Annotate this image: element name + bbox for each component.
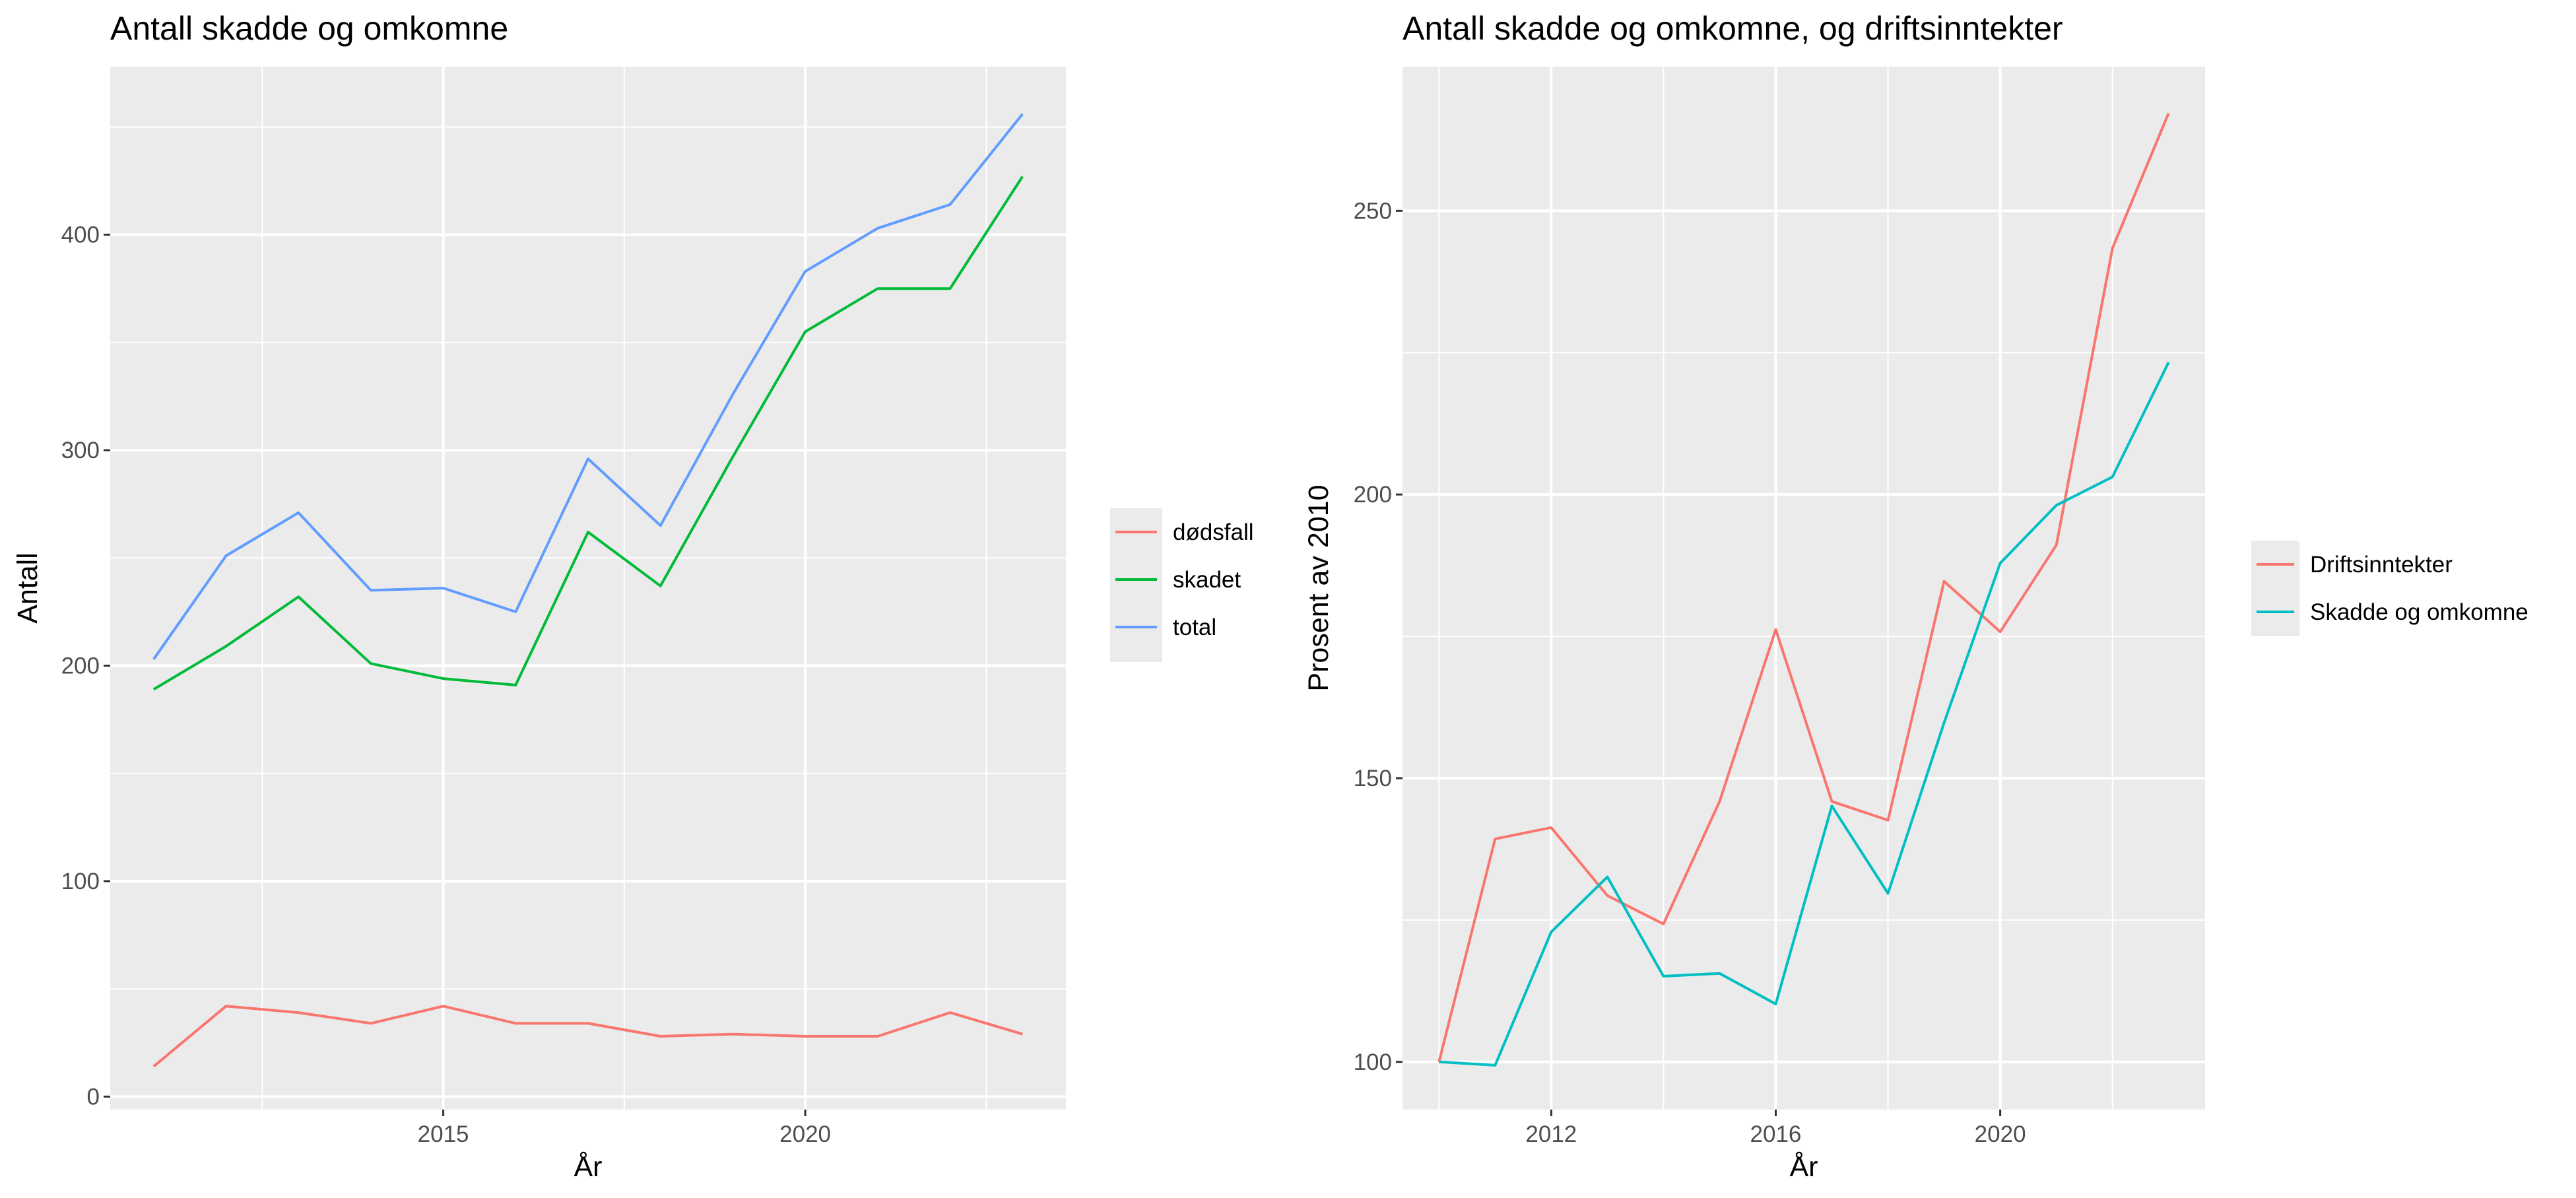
series-line-d-dsfall bbox=[152, 1005, 1023, 1068]
y-axis-title: Prosent av 2010 bbox=[1303, 484, 1335, 691]
minor-gridlines bbox=[110, 67, 1066, 1110]
legend-key-background bbox=[1110, 508, 1162, 662]
plot-panel bbox=[1403, 67, 2205, 1110]
minor-gridlines bbox=[1403, 67, 2205, 1110]
series-line-skadet bbox=[152, 176, 1024, 691]
y-tick-label: 100 bbox=[61, 869, 100, 894]
x-tick-label: 2020 bbox=[1975, 1121, 2026, 1147]
x-axis-ticks: 2015 2020 bbox=[418, 1110, 831, 1147]
series-line-skadde-og-omkomne bbox=[1439, 362, 2170, 1067]
y-axis-ticks: 100 150 200 250 bbox=[1354, 198, 1403, 1075]
chart-injuries-revenue-index: Antall skadde og omkomne, og driftsinnte… bbox=[1303, 10, 2528, 1183]
series-line-driftsinntekter bbox=[1437, 112, 2170, 1063]
legend-key-background bbox=[2251, 541, 2299, 636]
x-tick-label: 2012 bbox=[1525, 1121, 1577, 1147]
legend-label-total: total bbox=[1173, 615, 1216, 640]
x-tick-label: 2020 bbox=[779, 1121, 831, 1147]
x-axis-ticks: 2012 2016 2020 bbox=[1525, 1110, 2026, 1147]
y-axis-ticks: 0 100 200 300 400 bbox=[61, 222, 110, 1110]
y-tick-label: 0 bbox=[87, 1084, 100, 1110]
series-line-total bbox=[152, 113, 1024, 660]
series-lines bbox=[152, 113, 1024, 1068]
y-tick-label: 200 bbox=[61, 653, 100, 679]
major-gridlines bbox=[1403, 67, 2205, 1110]
plot-panel bbox=[110, 67, 1066, 1110]
series-lines bbox=[1437, 112, 2170, 1067]
x-axis-title: År bbox=[574, 1151, 603, 1183]
y-tick-label: 100 bbox=[1354, 1049, 1392, 1075]
chart-title: Antall skadde og omkomne bbox=[110, 10, 508, 47]
legend: dødsfall skadet total bbox=[1110, 508, 1254, 662]
y-tick-label: 200 bbox=[1354, 482, 1392, 508]
y-tick-label: 150 bbox=[1354, 766, 1392, 791]
chart-title: Antall skadde og omkomne, og driftsinnte… bbox=[1403, 10, 2063, 47]
legend-label-driftsinntekter: Driftsinntekter bbox=[2310, 552, 2453, 578]
y-axis-title: Antall bbox=[12, 552, 44, 624]
legend-label-d-dsfall: dødsfall bbox=[1173, 519, 1254, 545]
chart-injuries-deaths: Antall skadde og omkomne 0 100 200 300 400 2… bbox=[12, 10, 1254, 1183]
legend: Driftsinntekter Skadde og omkomne bbox=[2251, 541, 2528, 636]
legend-label-skadet: skadet bbox=[1173, 567, 1241, 593]
y-tick-label: 300 bbox=[61, 438, 100, 463]
y-tick-label: 250 bbox=[1354, 198, 1392, 224]
x-tick-label: 2015 bbox=[418, 1121, 469, 1147]
x-axis-title: År bbox=[1790, 1151, 1818, 1183]
y-tick-label: 400 bbox=[61, 222, 100, 248]
major-gridlines bbox=[110, 67, 1066, 1110]
x-tick-label: 2016 bbox=[1750, 1121, 1802, 1147]
legend-label-skadde-og-omkomne: Skadde og omkomne bbox=[2310, 599, 2528, 625]
